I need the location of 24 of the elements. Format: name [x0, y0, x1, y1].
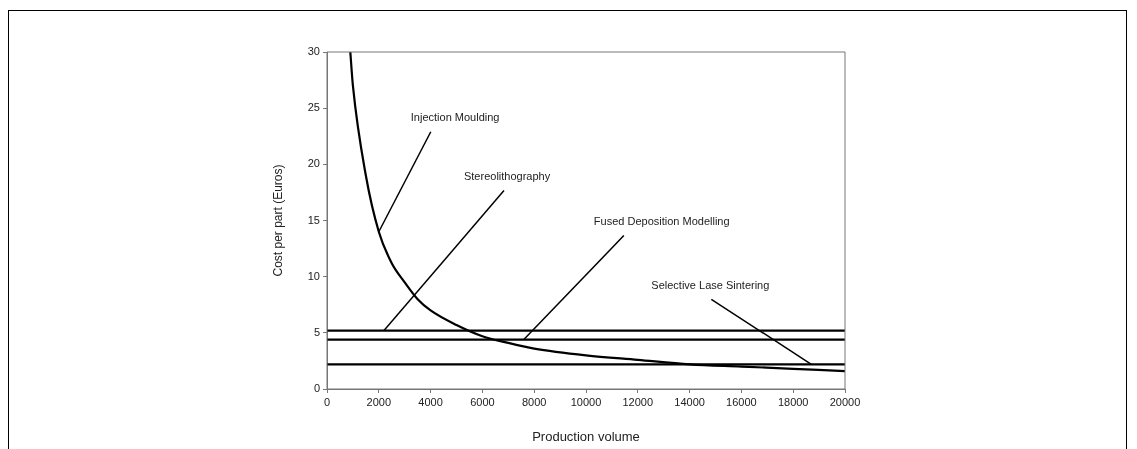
y-tick-label: 20	[307, 157, 320, 170]
annotation: Selective Lase Sintering	[651, 278, 770, 291]
y-tick-label: 30	[307, 45, 320, 58]
y-tick-label: 0	[313, 382, 320, 395]
x-tick-label: 12000	[622, 395, 654, 408]
x-tick-label: 18000	[777, 395, 809, 408]
x-tick-label: 6000	[470, 395, 495, 408]
y-tick-label: 5	[313, 325, 320, 338]
x-tick-label: 4000	[418, 395, 443, 408]
x-tick-label: 10000	[570, 395, 602, 408]
annotation: Fused Deposition Modelling	[593, 215, 730, 228]
x-tick-label: 20000	[829, 395, 861, 408]
x-tick-label: 2000	[366, 395, 392, 408]
y-axis-title: Cost per part (Euros)	[270, 164, 285, 277]
annotation: Injection Moulding	[410, 111, 500, 124]
annotation: Stereolithography	[463, 170, 551, 183]
x-axis-title: Production volume	[532, 428, 640, 444]
y-tick-label: 15	[307, 213, 320, 226]
y-tick-label: 25	[307, 101, 320, 114]
x-tick-label: 14000	[674, 395, 705, 408]
x-tick-label: 8000	[521, 395, 547, 408]
x-tick-label: 16000	[726, 395, 757, 408]
y-tick-label: 10	[307, 269, 320, 282]
x-tick-label: 0	[323, 395, 331, 408]
